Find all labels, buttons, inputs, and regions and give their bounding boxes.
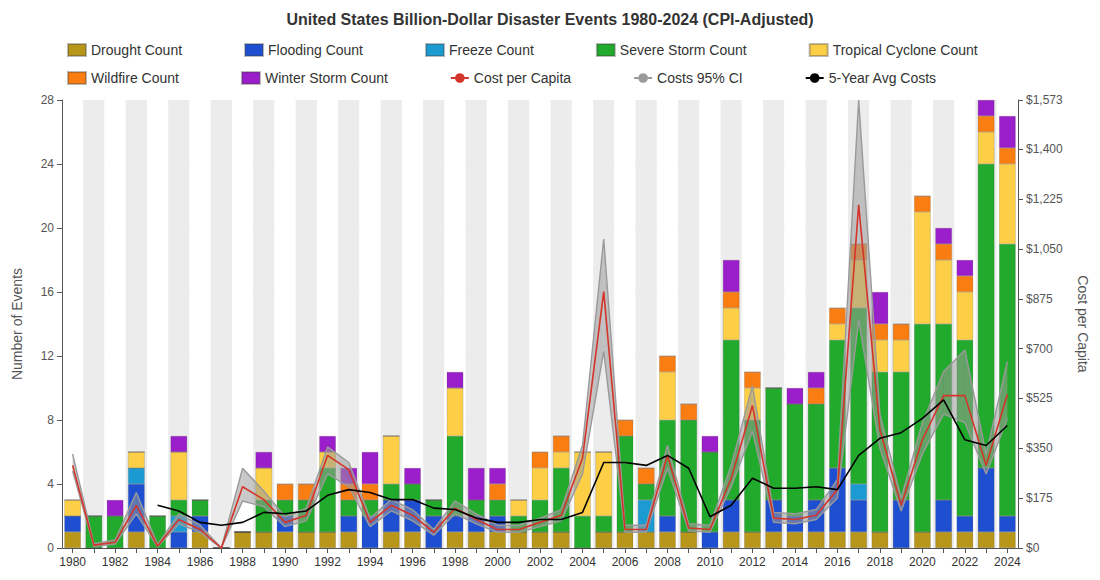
svg-text:$350: $350 (1026, 441, 1053, 455)
svg-text:United States Billion-Dollar D: United States Billion-Dollar Disaster Ev… (286, 11, 813, 28)
svg-text:Tropical Cyclone Count: Tropical Cyclone Count (833, 42, 978, 58)
svg-text:Costs 95% CI: Costs 95% CI (657, 70, 743, 86)
svg-text:2016: 2016 (824, 555, 851, 569)
svg-text:2010: 2010 (697, 555, 724, 569)
svg-text:2014: 2014 (782, 555, 809, 569)
svg-text:$175: $175 (1026, 491, 1053, 505)
svg-text:1980: 1980 (59, 555, 86, 569)
svg-text:$1,050: $1,050 (1026, 242, 1063, 256)
svg-text:Severe Storm Count: Severe Storm Count (620, 42, 747, 58)
svg-text:1990: 1990 (272, 555, 299, 569)
svg-text:2020: 2020 (909, 555, 936, 569)
svg-text:Winter Storm Count: Winter Storm Count (265, 70, 388, 86)
svg-text:Freeze Count: Freeze Count (449, 42, 534, 58)
svg-text:$700: $700 (1026, 342, 1053, 356)
svg-text:Cost per Capita: Cost per Capita (474, 70, 571, 86)
svg-text:1998: 1998 (442, 555, 469, 569)
svg-text:2008: 2008 (654, 555, 681, 569)
svg-text:$0: $0 (1026, 541, 1040, 555)
svg-text:8: 8 (47, 413, 54, 427)
svg-text:Cost per Capita: Cost per Capita (1075, 275, 1091, 372)
svg-text:1984: 1984 (144, 555, 171, 569)
svg-text:1992: 1992 (314, 555, 341, 569)
svg-text:12: 12 (41, 349, 55, 363)
svg-text:1996: 1996 (399, 555, 426, 569)
svg-text:Wildfire Count: Wildfire Count (91, 70, 179, 86)
svg-text:4: 4 (47, 477, 54, 491)
svg-text:1982: 1982 (102, 555, 129, 569)
svg-text:2022: 2022 (952, 555, 979, 569)
svg-text:Drought Count: Drought Count (91, 42, 182, 58)
svg-text:0: 0 (47, 541, 54, 555)
svg-text:Number of Events: Number of Events (9, 268, 25, 380)
svg-text:2006: 2006 (612, 555, 639, 569)
svg-text:1994: 1994 (357, 555, 384, 569)
svg-text:20: 20 (41, 221, 55, 235)
svg-text:28: 28 (41, 93, 55, 107)
svg-text:2024: 2024 (994, 555, 1021, 569)
svg-text:2018: 2018 (867, 555, 894, 569)
svg-text:2004: 2004 (569, 555, 596, 569)
svg-text:2012: 2012 (739, 555, 766, 569)
svg-text:$1,400: $1,400 (1026, 142, 1063, 156)
svg-text:Flooding Count: Flooding Count (268, 42, 363, 58)
svg-text:24: 24 (41, 157, 55, 171)
svg-text:2000: 2000 (484, 555, 511, 569)
svg-text:$525: $525 (1026, 391, 1053, 405)
svg-text:$1,225: $1,225 (1026, 192, 1063, 206)
svg-text:$875: $875 (1026, 292, 1053, 306)
svg-text:1986: 1986 (187, 555, 214, 569)
svg-text:2002: 2002 (527, 555, 554, 569)
svg-text:5-Year Avg Costs: 5-Year Avg Costs (829, 70, 936, 86)
svg-text:$1,573: $1,573 (1026, 93, 1063, 107)
svg-text:1988: 1988 (229, 555, 256, 569)
svg-text:16: 16 (41, 285, 55, 299)
